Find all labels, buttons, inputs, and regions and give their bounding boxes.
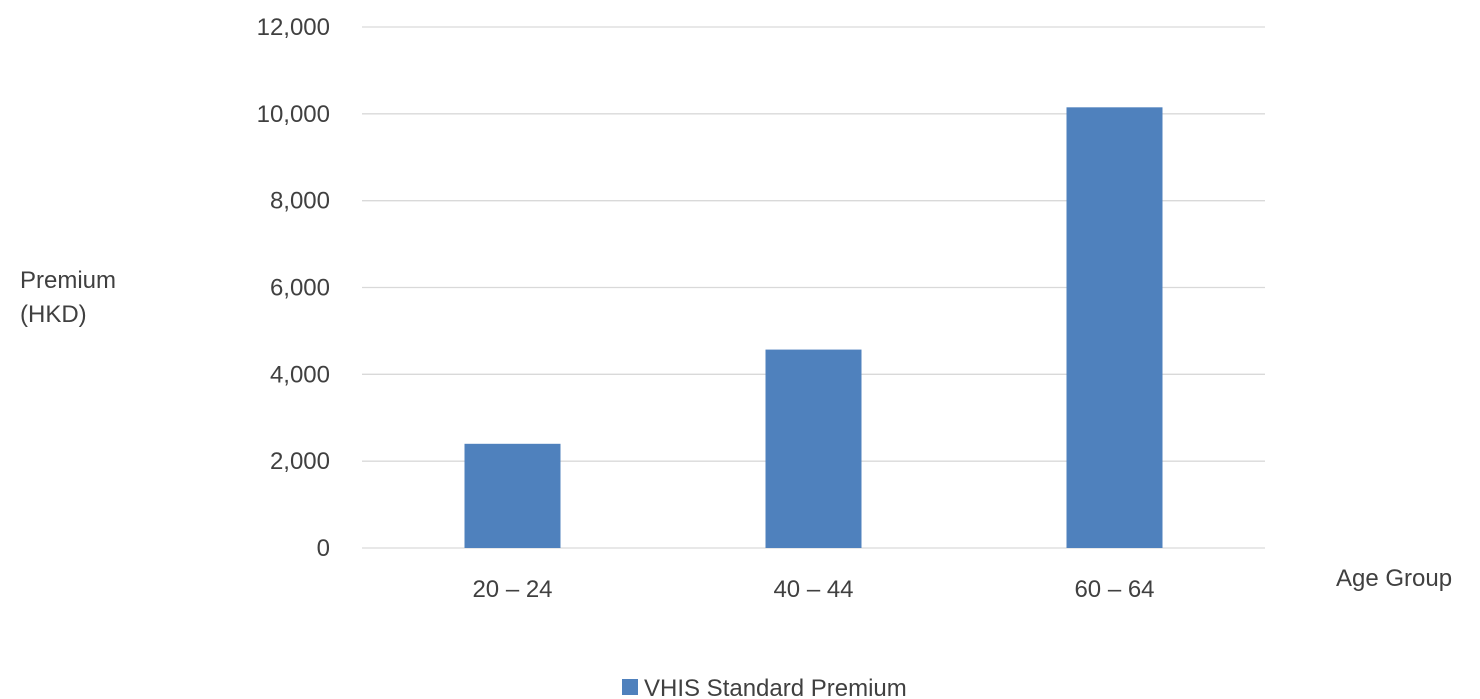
y-tick-label: 0 xyxy=(317,535,330,562)
x-axis-tick-labels: 20 – 24 40 – 44 60 – 64 xyxy=(472,576,1154,603)
x-tick-label: 40 – 44 xyxy=(773,576,853,603)
legend-label: VHIS Standard Premium xyxy=(644,675,907,699)
y-tick-label: 10,000 xyxy=(257,101,330,128)
legend: VHIS Standard Premium xyxy=(622,675,907,699)
bar xyxy=(464,443,561,548)
y-tick-label: 8,000 xyxy=(270,188,330,215)
x-tick-label: 20 – 24 xyxy=(472,576,552,603)
y-tick-label: 2,000 xyxy=(270,448,330,475)
y-axis-tick-labels: 0 2,000 4,000 6,000 8,000 10,000 12,000 xyxy=(257,14,330,562)
bar xyxy=(765,349,862,548)
y-tick-label: 6,000 xyxy=(270,275,330,302)
y-axis-title-line-2: (HKD) xyxy=(20,301,87,328)
x-axis-title: Age Group xyxy=(1336,565,1452,592)
y-tick-label: 12,000 xyxy=(257,14,330,41)
y-tick-label: 4,000 xyxy=(270,361,330,388)
y-axis-title-line-1: Premium xyxy=(20,267,116,294)
bar xyxy=(1066,107,1163,548)
bars xyxy=(464,107,1163,548)
x-tick-label: 60 – 64 xyxy=(1074,576,1154,603)
legend-swatch xyxy=(622,679,638,695)
